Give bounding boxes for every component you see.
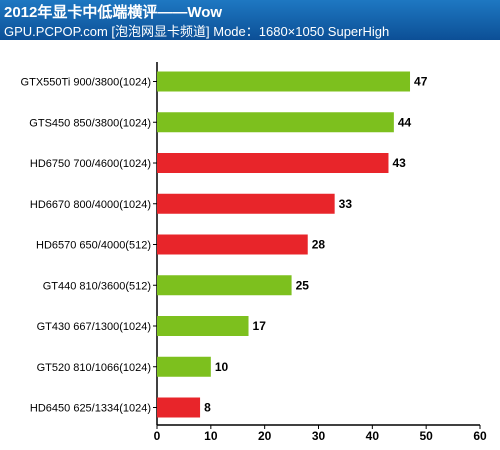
value-label: 47: [414, 75, 428, 89]
bar: [157, 275, 292, 296]
value-label: 8: [204, 401, 211, 415]
category-label: HD6570 650/4000(512): [36, 240, 151, 252]
chart-header: 2012年显卡中低端横评——Wow GPU.PCPOP.com [泡泡网显卡频道…: [0, 0, 500, 40]
bar: [157, 234, 308, 255]
x-tick-label: 40: [366, 429, 380, 443]
value-label: 43: [392, 156, 406, 170]
value-label: 17: [253, 319, 267, 333]
bar: [157, 71, 411, 92]
bar: [157, 397, 201, 418]
chart-title: 2012年显卡中低端横评——Wow: [4, 4, 223, 21]
category-label: GT430 667/1300(1024): [37, 321, 151, 333]
value-label: 33: [339, 197, 353, 211]
category-label: GT520 810/1066(1024): [37, 362, 151, 374]
category-label: HD6670 800/4000(1024): [30, 199, 151, 211]
x-tick-label: 50: [419, 429, 433, 443]
x-tick-label: 10: [204, 429, 218, 443]
bar: [157, 193, 335, 214]
value-label: 25: [296, 278, 310, 292]
bar: [157, 316, 249, 336]
bar: [157, 153, 389, 173]
bar: [157, 112, 394, 133]
chart-subtitle: GPU.PCPOP.com [泡泡网显卡频道] Mode：1680×1050 S…: [4, 24, 390, 39]
category-label: GTS450 850/3800(1024): [29, 117, 151, 129]
x-tick-label: 60: [473, 429, 487, 443]
value-label: 10: [215, 360, 229, 374]
value-label: 44: [398, 115, 412, 129]
value-label: 28: [312, 238, 326, 252]
bar: [157, 356, 211, 377]
x-tick-label: 20: [258, 429, 272, 443]
category-label: GT440 810/3600(512): [43, 280, 151, 292]
category-label: GTX550Ti 900/3800(1024): [21, 77, 151, 89]
x-tick-label: 30: [312, 429, 326, 443]
category-label: HD6750 700/4600(1024): [30, 158, 151, 170]
x-tick-label: 0: [154, 429, 161, 443]
category-label: HD6450 625/1334(1024): [30, 403, 151, 415]
